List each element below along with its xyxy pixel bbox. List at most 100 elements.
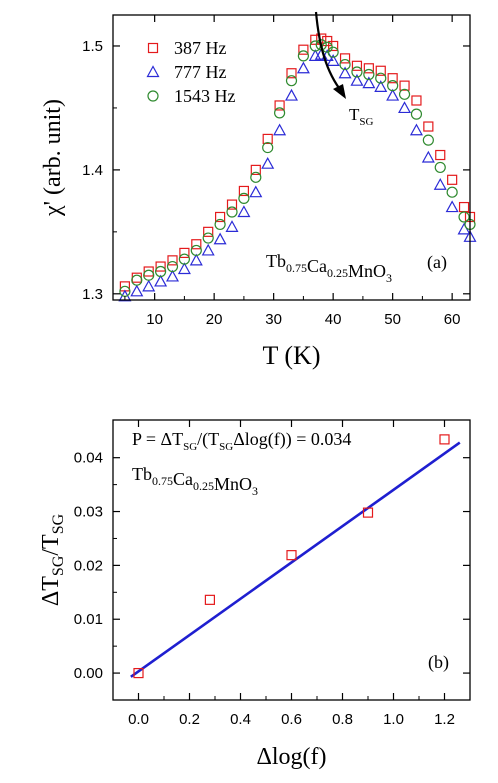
panel-b-x-axis-label: Δlog(f) — [256, 744, 326, 770]
panel-a-plot-frame — [112, 14, 471, 301]
data-point — [262, 141, 274, 154]
tsg-arrow-head — [333, 84, 346, 99]
data-point — [458, 201, 470, 213]
panel-a-label: (a) — [427, 252, 447, 273]
data-point — [386, 88, 400, 101]
tsg-arrow-line — [314, 11, 343, 93]
panel-a-data-marks — [118, 33, 477, 302]
data-point — [338, 66, 352, 79]
legend-marker — [147, 42, 159, 54]
series-777-hz — [118, 47, 477, 302]
data-point — [262, 133, 273, 145]
y-tick-label: 1.5 — [82, 38, 103, 55]
legend-label: 387 Hz — [174, 38, 227, 58]
legend-item: 1543 Hz — [147, 86, 236, 106]
data-point — [398, 88, 411, 100]
data-point — [191, 239, 202, 250]
panel-a-y-ticks: 1.3 1.4 1.5 — [82, 38, 470, 303]
x-tick-label: 0.2 — [179, 711, 200, 728]
y-tick-label: 0.00 — [74, 665, 103, 682]
data-point — [434, 161, 446, 174]
data-point — [410, 108, 423, 120]
data-point — [177, 262, 191, 275]
data-point — [422, 134, 434, 146]
y-tick-label: 0.04 — [74, 450, 103, 467]
data-point — [351, 66, 363, 78]
data-point — [167, 255, 178, 266]
data-point — [286, 550, 297, 561]
legend-marker — [147, 90, 159, 102]
panel-b-label: (b) — [428, 652, 449, 673]
data-point — [411, 95, 422, 106]
data-point — [237, 205, 251, 218]
panel-b-compound-label: Tb0.75Ca0.25MnO3 — [132, 464, 258, 498]
data-point — [178, 253, 190, 265]
data-point — [375, 72, 387, 84]
legend-label: 777 Hz — [174, 62, 227, 82]
x-tick-label: 0.4 — [230, 711, 251, 728]
data-point — [363, 63, 374, 74]
legend-marker — [146, 65, 160, 78]
x-tick-label: 1.0 — [383, 711, 404, 728]
legend-label: 1543 Hz — [174, 86, 236, 106]
chart-panel-a: 10 20 30 40 50 60 1.3 1.4 1.5 T (K) χ' (arb. un… — [40, 11, 477, 370]
panel-b-y-axis-label: ΔTSG/TSG — [38, 513, 67, 606]
data-point — [238, 185, 249, 197]
data-point — [363, 68, 375, 81]
data-point — [399, 80, 410, 91]
panel-a-legend: 387 Hz 777 Hz 1543 Hz — [146, 38, 236, 106]
data-point — [421, 150, 435, 163]
legend-item: 777 Hz — [146, 62, 227, 82]
data-point — [439, 434, 450, 445]
data-point — [189, 253, 203, 266]
x-tick-label: 60 — [444, 311, 461, 328]
data-point — [446, 186, 458, 198]
data-point — [213, 232, 227, 245]
data-point — [387, 73, 398, 84]
panel-a-y-axis-label: χ' (arb. unit) — [40, 99, 66, 217]
series-1543-hz — [119, 39, 476, 297]
data-point — [350, 73, 364, 86]
data-point — [327, 46, 339, 58]
data-point — [339, 58, 351, 71]
x-tick-label: 0.8 — [332, 711, 353, 728]
data-point — [435, 149, 446, 161]
data-point — [274, 107, 286, 119]
data-point — [204, 594, 215, 605]
panel-a-x-axis-label: T (K) — [262, 341, 320, 370]
y-tick-label: 0.03 — [74, 504, 103, 521]
data-point — [165, 269, 180, 282]
x-tick-label: 40 — [325, 311, 342, 328]
y-tick-label: 0.02 — [74, 557, 103, 574]
data-point — [130, 284, 144, 297]
data-point — [274, 100, 285, 111]
scaling-formula: P = ΔTSG/(TSGΔlog(f)) = 0.034 — [132, 429, 351, 453]
y-tick-label: 0.01 — [74, 611, 103, 628]
data-point — [297, 50, 309, 62]
data-point — [375, 65, 386, 76]
data-point — [143, 269, 155, 281]
data-point — [362, 76, 376, 89]
y-tick-label: 1.3 — [82, 286, 103, 303]
x-tick-label: 1.2 — [434, 711, 455, 728]
data-point — [203, 226, 214, 237]
data-point — [155, 261, 166, 272]
data-point — [225, 220, 239, 232]
data-point — [374, 80, 388, 92]
data-point — [328, 40, 339, 52]
x-tick-label: 0.0 — [128, 711, 149, 728]
data-point — [250, 164, 261, 175]
x-tick-label: 20 — [206, 311, 223, 328]
data-point — [131, 274, 143, 286]
x-tick-label: 50 — [384, 311, 401, 328]
data-point — [166, 260, 179, 273]
x-tick-label: 0.6 — [281, 711, 302, 728]
y-tick-label: 1.4 — [82, 162, 103, 179]
data-point — [284, 88, 299, 101]
data-point — [238, 192, 250, 204]
data-point — [143, 266, 154, 277]
panel-b-y-ticks: 0.00 0.01 0.02 0.03 0.04 — [74, 450, 470, 682]
data-point — [190, 244, 202, 257]
tsg-label: TSG — [349, 105, 374, 128]
data-point — [131, 272, 142, 283]
